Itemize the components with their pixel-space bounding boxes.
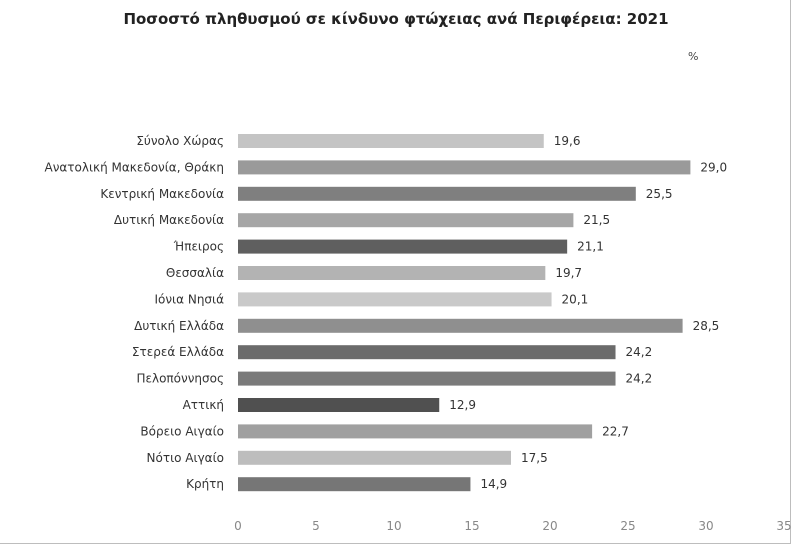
x-tick-label: 20 xyxy=(542,519,557,533)
value-label: 24,2 xyxy=(626,372,653,386)
unit-label: % xyxy=(688,50,699,63)
category-label: Κρήτη xyxy=(186,477,224,491)
value-label: 21,5 xyxy=(583,213,610,227)
bar xyxy=(238,292,552,307)
bar xyxy=(238,345,616,360)
category-label: Νότιο Αιγαίο xyxy=(147,451,224,465)
category-label: Δυτική Ελλάδα xyxy=(134,319,224,333)
value-label: 14,9 xyxy=(480,477,507,491)
value-label: 28,5 xyxy=(693,319,720,333)
value-label: 12,9 xyxy=(449,398,476,412)
category-label: Ήπειρος xyxy=(173,240,224,254)
x-tick-label: 15 xyxy=(464,519,479,533)
bar xyxy=(238,477,471,492)
category-label: Σύνολο Χώρας xyxy=(136,134,224,148)
x-tick-label: 30 xyxy=(698,519,713,533)
value-label: 29,0 xyxy=(700,160,727,174)
x-tick-label: 0 xyxy=(234,519,242,533)
category-label: Βόρειο Αιγαίο xyxy=(140,424,224,438)
bar xyxy=(238,134,544,148)
category-label: Κεντρική Μακεδονία xyxy=(100,187,224,201)
category-label: Θεσσαλία xyxy=(166,266,224,280)
bar xyxy=(238,213,574,228)
value-label: 24,2 xyxy=(626,345,653,359)
bar xyxy=(238,266,546,280)
x-tick-label: 10 xyxy=(386,519,401,533)
bar xyxy=(238,318,683,333)
bar xyxy=(238,160,691,175)
bar xyxy=(238,450,511,465)
category-label: Στερεά Ελλάδα xyxy=(132,345,224,359)
bar xyxy=(238,371,616,386)
chart-title: Ποσοστό πληθυσμού σε κίνδυνο φτώχειας αν… xyxy=(123,10,669,28)
category-label: Ιόνια Νησιά xyxy=(154,292,224,306)
category-label: Πελοπόννησος xyxy=(136,372,224,386)
x-tick-label: 35 xyxy=(776,519,791,533)
category-label: Αττική xyxy=(183,398,224,412)
value-label: 20,1 xyxy=(562,292,589,306)
category-label: Δυτική Μακεδονία xyxy=(114,213,224,227)
value-label: 19,7 xyxy=(555,266,582,280)
bar xyxy=(238,239,568,254)
value-label: 17,5 xyxy=(521,451,548,465)
x-tick-label: 25 xyxy=(620,519,635,533)
bar xyxy=(238,398,440,412)
category-label: Ανατολική Μακεδονία, Θράκη xyxy=(44,160,224,174)
x-tick-label: 5 xyxy=(312,519,320,533)
value-label: 21,1 xyxy=(577,240,604,254)
bar xyxy=(238,424,593,439)
value-label: 19,6 xyxy=(554,134,581,148)
value-label: 25,5 xyxy=(646,187,673,201)
value-label: 22,7 xyxy=(602,424,629,438)
bar xyxy=(238,186,636,201)
